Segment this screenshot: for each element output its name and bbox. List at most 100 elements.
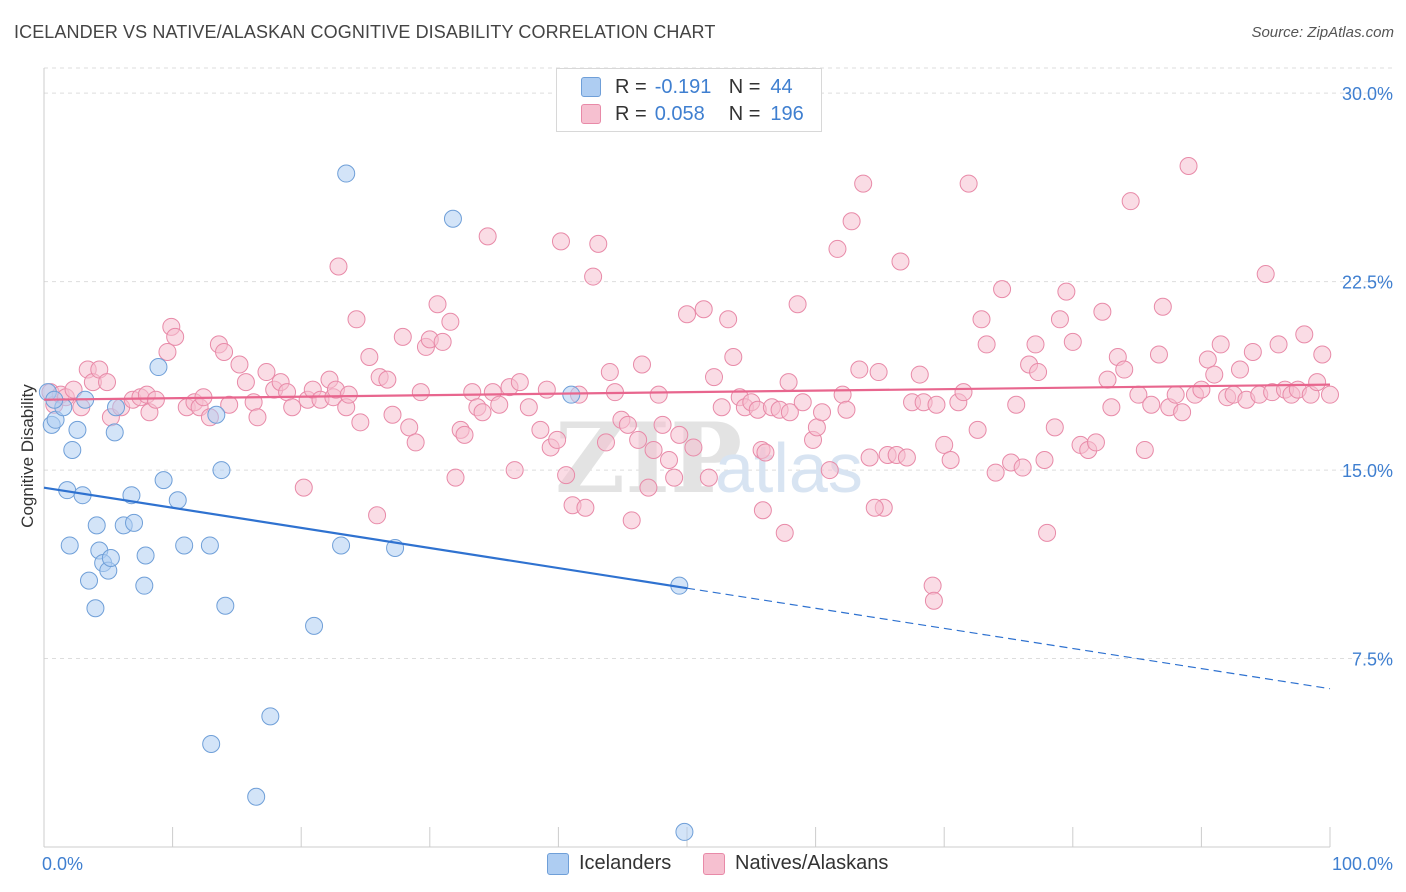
native-point <box>158 342 177 361</box>
native-point <box>622 511 641 530</box>
icelander-point <box>216 596 235 615</box>
native-point <box>230 355 249 374</box>
x-tick-label: 0.0% <box>42 854 83 874</box>
icelander-point <box>68 420 87 439</box>
native-point <box>813 403 832 422</box>
legend-n-value: 44 <box>770 75 793 98</box>
native-point <box>557 466 576 485</box>
legend-r-value: 0.058 <box>654 102 705 125</box>
native-point <box>1321 385 1339 404</box>
native-point <box>446 468 465 487</box>
native-point <box>64 380 83 399</box>
native-point <box>1045 418 1064 437</box>
native-point <box>712 398 731 417</box>
native-point <box>719 310 738 329</box>
native-point <box>1026 335 1045 354</box>
icelander-point <box>136 546 155 565</box>
native-point <box>1198 350 1217 369</box>
native-point <box>820 461 839 480</box>
native-point <box>257 363 276 382</box>
y-axis-label: Cognitive Disability <box>18 384 37 528</box>
legend-r-label: R = <box>615 102 647 125</box>
native-point <box>788 295 807 314</box>
native-point <box>1086 433 1105 452</box>
native-point <box>505 461 524 480</box>
native-point <box>1035 451 1054 470</box>
native-point <box>842 212 861 231</box>
icelander-point <box>247 787 266 806</box>
icelander-point <box>175 536 194 555</box>
native-point <box>548 430 567 449</box>
icelander-point <box>101 549 120 568</box>
legend-item-icelanders[interactable]: Icelanders <box>547 852 671 875</box>
icelander-point <box>202 734 221 753</box>
native-point <box>850 360 869 379</box>
native-point <box>854 174 873 193</box>
icelander-point <box>80 571 99 590</box>
y-tick-label: 30.0% <box>1342 84 1393 104</box>
native-point <box>1029 363 1048 382</box>
chart-title: ICELANDER VS NATIVE/ALASKAN COGNITIVE DI… <box>14 22 716 42</box>
native-point <box>927 395 946 414</box>
native-point <box>455 425 474 444</box>
native-point <box>1038 523 1057 542</box>
native-point <box>1149 345 1168 364</box>
native-point <box>860 448 879 467</box>
legend-n-label: N = <box>728 75 761 98</box>
native-point <box>360 347 379 366</box>
native-point <box>639 478 658 497</box>
native-point <box>378 370 397 389</box>
native-point <box>724 347 743 366</box>
native-point <box>368 506 387 525</box>
native-point <box>146 390 165 409</box>
native-point <box>1050 310 1069 329</box>
icelander-point <box>337 164 356 183</box>
native-point <box>283 398 302 417</box>
legend-n-label: N = <box>728 102 761 125</box>
native-point <box>837 400 856 419</box>
native-point <box>968 420 987 439</box>
native-point <box>793 393 812 412</box>
native-point <box>659 451 678 470</box>
legend-swatch-blue <box>581 77 601 97</box>
native-point <box>600 363 619 382</box>
native-point <box>1013 458 1032 477</box>
series-legend: Icelanders Natives/Alaskans <box>0 852 1406 878</box>
native-point <box>1179 157 1198 176</box>
native-point <box>1205 365 1224 384</box>
native-point <box>400 418 419 437</box>
native-point <box>551 232 570 251</box>
native-point <box>993 280 1012 299</box>
native-point <box>1313 345 1332 364</box>
native-point <box>807 418 826 437</box>
icelander-point <box>125 513 144 532</box>
native-point <box>869 363 888 382</box>
legend-label-natives: Natives/Alaskans <box>735 852 889 874</box>
native-point <box>891 252 910 271</box>
native-point <box>833 385 852 404</box>
source-credit: Source: ZipAtlas.com <box>1251 24 1394 41</box>
x-tick-label: 100.0% <box>1332 854 1393 874</box>
native-point <box>828 239 847 258</box>
icelander-point <box>122 486 141 505</box>
y-tick-label: 22.5% <box>1342 273 1393 293</box>
correlation-legend: R = -0.191 N = 44 R = 0.058 N = 196 <box>556 68 822 132</box>
native-point <box>1153 297 1172 316</box>
icelander-point <box>200 536 219 555</box>
native-point <box>699 468 718 487</box>
native-point <box>294 478 313 497</box>
native-point <box>910 365 929 384</box>
y-tick-label: 7.5% <box>1352 650 1393 670</box>
native-point <box>780 403 799 422</box>
native-point <box>589 234 608 253</box>
native-point <box>463 383 482 402</box>
legend-item-natives[interactable]: Natives/Alaskans <box>703 852 888 875</box>
native-point <box>1142 395 1161 414</box>
icelander-point <box>212 461 231 480</box>
icelander-point <box>261 707 280 726</box>
legend-swatch-pink <box>703 852 725 875</box>
legend-swatch-pink <box>581 104 601 124</box>
native-point <box>629 430 648 449</box>
legend-n-value: 196 <box>770 102 804 125</box>
native-point <box>510 373 529 392</box>
